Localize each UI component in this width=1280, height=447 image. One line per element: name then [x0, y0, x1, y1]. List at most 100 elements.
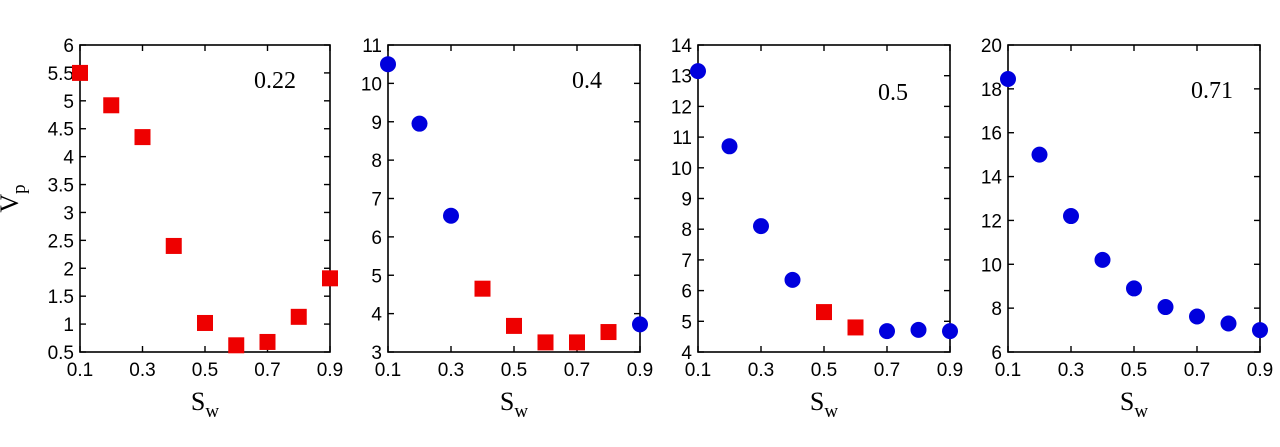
data-point-circle — [1157, 299, 1174, 316]
y-tick-label: 3 — [371, 343, 382, 364]
y-tick-label: 11 — [362, 36, 382, 57]
data-point-square — [103, 97, 120, 114]
y-tick-label: 20 — [981, 36, 1002, 57]
x-tick-label: 0.7 — [564, 360, 590, 381]
data-point-circle — [753, 218, 769, 235]
x-tick-label: 0.9 — [627, 360, 653, 381]
data-point-square — [259, 333, 276, 350]
x-tick-label: 0.3 — [438, 360, 464, 381]
data-point-square — [72, 64, 88, 81]
data-point-square — [816, 304, 832, 321]
y-tick-label: 3 — [63, 203, 74, 224]
y-tick-label: 5 — [681, 312, 692, 333]
data-point-circle — [690, 63, 706, 80]
y-tick-label: 6 — [371, 228, 382, 249]
panel-2: 0.1 0.3 0.5 0.7 0.9 3 4 5 6 7 8 9 10 11 Sw 0.4 — [361, 36, 653, 422]
plot-frame — [387, 44, 641, 353]
data-point-circle — [721, 138, 738, 155]
x-axis-label: Sw — [1120, 387, 1148, 422]
data-point-circle — [1189, 308, 1205, 325]
panel-3: 0.1 0.3 0.5 0.7 0.9 4 5 6 7 8 9 10 11 12 13 14 Sw 0.5 — [671, 36, 963, 422]
panel-annotation: 0.71 — [1191, 78, 1233, 104]
y-tick-label: 8 — [681, 220, 692, 241]
data-point-square — [197, 314, 213, 331]
data-point-circle — [1220, 315, 1237, 332]
y-tick-label: 4 — [371, 305, 382, 326]
data-point-circle — [879, 323, 895, 340]
y-tick-label: 6 — [681, 282, 692, 303]
y-tick-label: 13 — [671, 67, 692, 88]
y-tick-label: 6 — [63, 36, 74, 57]
x-tick-label: 0.5 — [192, 360, 218, 381]
y-tick-label: 9 — [681, 190, 692, 211]
data-point-square — [290, 308, 307, 325]
data-point-circle — [910, 321, 927, 338]
data-point-square — [847, 319, 864, 336]
y-tick-label: 9 — [371, 113, 382, 134]
y-tick-label: 10 — [981, 255, 1002, 276]
y-tick-label: 5 — [63, 92, 74, 113]
y-tick-label: 4 — [63, 148, 74, 169]
x-tick-label: 0.1 — [685, 360, 711, 381]
y-tick-label: 11 — [672, 128, 692, 149]
data-point-circle — [632, 316, 648, 333]
data-point-square — [506, 317, 522, 334]
y-tick-label: 8 — [991, 299, 1002, 320]
panel-annotation: 0.22 — [254, 68, 296, 94]
data-point-square — [569, 334, 585, 351]
x-tick-label: 0.5 — [501, 360, 527, 381]
data-point-circle — [1063, 208, 1079, 225]
x-tick-label: 0.7 — [254, 360, 280, 381]
y-axis-label: Vp — [0, 184, 30, 212]
data-point-circle — [1031, 146, 1048, 163]
data-point-circle — [1252, 322, 1268, 339]
data-point-square — [600, 324, 617, 341]
y-tick-label: 1 — [63, 315, 74, 336]
x-tick-label: 0.3 — [129, 360, 155, 381]
data-point-circle — [942, 323, 958, 340]
panel-annotation: 0.5 — [878, 80, 908, 106]
y-tick-label: 10 — [361, 74, 382, 95]
x-tick-label: 0.1 — [995, 360, 1021, 381]
panel-annotation: 0.4 — [572, 68, 602, 94]
y-tick-label: 3.5 — [48, 176, 74, 197]
y-tick-label: 6 — [991, 343, 1002, 364]
data-point-circle — [784, 271, 801, 288]
panel-4: 0.1 0.3 0.5 0.7 0.9 6 8 10 12 14 16 18 20 Sw 0.71 — [981, 36, 1273, 422]
panel-1: 0.1 0.3 0.5 0.7 0.9 0.5 1 1.5 2 2.5 3 3.5 4 4.5 5 5.5 6 S… — [0, 36, 343, 422]
data-point-circle — [380, 56, 396, 73]
x-axis-label: Sw — [810, 387, 838, 422]
data-point-square — [134, 129, 151, 146]
x-tick-label: 0.7 — [1184, 360, 1210, 381]
data-point-square — [165, 237, 182, 254]
y-tick-label: 2.5 — [48, 231, 74, 252]
x-tick-label: 0.5 — [1121, 360, 1147, 381]
y-tick-label: 10 — [671, 159, 692, 180]
y-tick-label: 12 — [981, 211, 1002, 232]
data-point-square — [322, 270, 338, 287]
data-point-circle — [1126, 280, 1142, 297]
y-tick-label: 4.5 — [48, 120, 74, 141]
x-tick-label: 0.3 — [748, 360, 774, 381]
y-tick-label: 14 — [671, 36, 693, 57]
y-tick-label: 0.5 — [48, 343, 74, 364]
y-tick-label: 7 — [681, 251, 692, 272]
data-point-square — [537, 334, 554, 351]
data-point-circle — [1094, 251, 1111, 268]
x-tick-label: 0.3 — [1058, 360, 1084, 381]
x-tick-label: 0.5 — [811, 360, 837, 381]
y-tick-label: 2 — [63, 259, 74, 280]
y-tick-label: 14 — [981, 168, 1003, 189]
y-tick-label: 7 — [371, 190, 382, 211]
y-tick-label: 8 — [371, 151, 382, 172]
x-tick-label: 0.9 — [937, 360, 963, 381]
y-tick-label: 5 — [371, 266, 382, 287]
y-tick-label: 5.5 — [48, 64, 74, 85]
x-axis-label: Sw — [191, 387, 219, 422]
x-tick-label: 0.7 — [874, 360, 900, 381]
data-point-circle — [411, 115, 428, 132]
x-tick-label: 0.9 — [1247, 360, 1273, 381]
x-axis-label: Sw — [500, 387, 528, 422]
data-point-circle — [1000, 70, 1016, 87]
y-tick-label: 12 — [671, 97, 692, 118]
